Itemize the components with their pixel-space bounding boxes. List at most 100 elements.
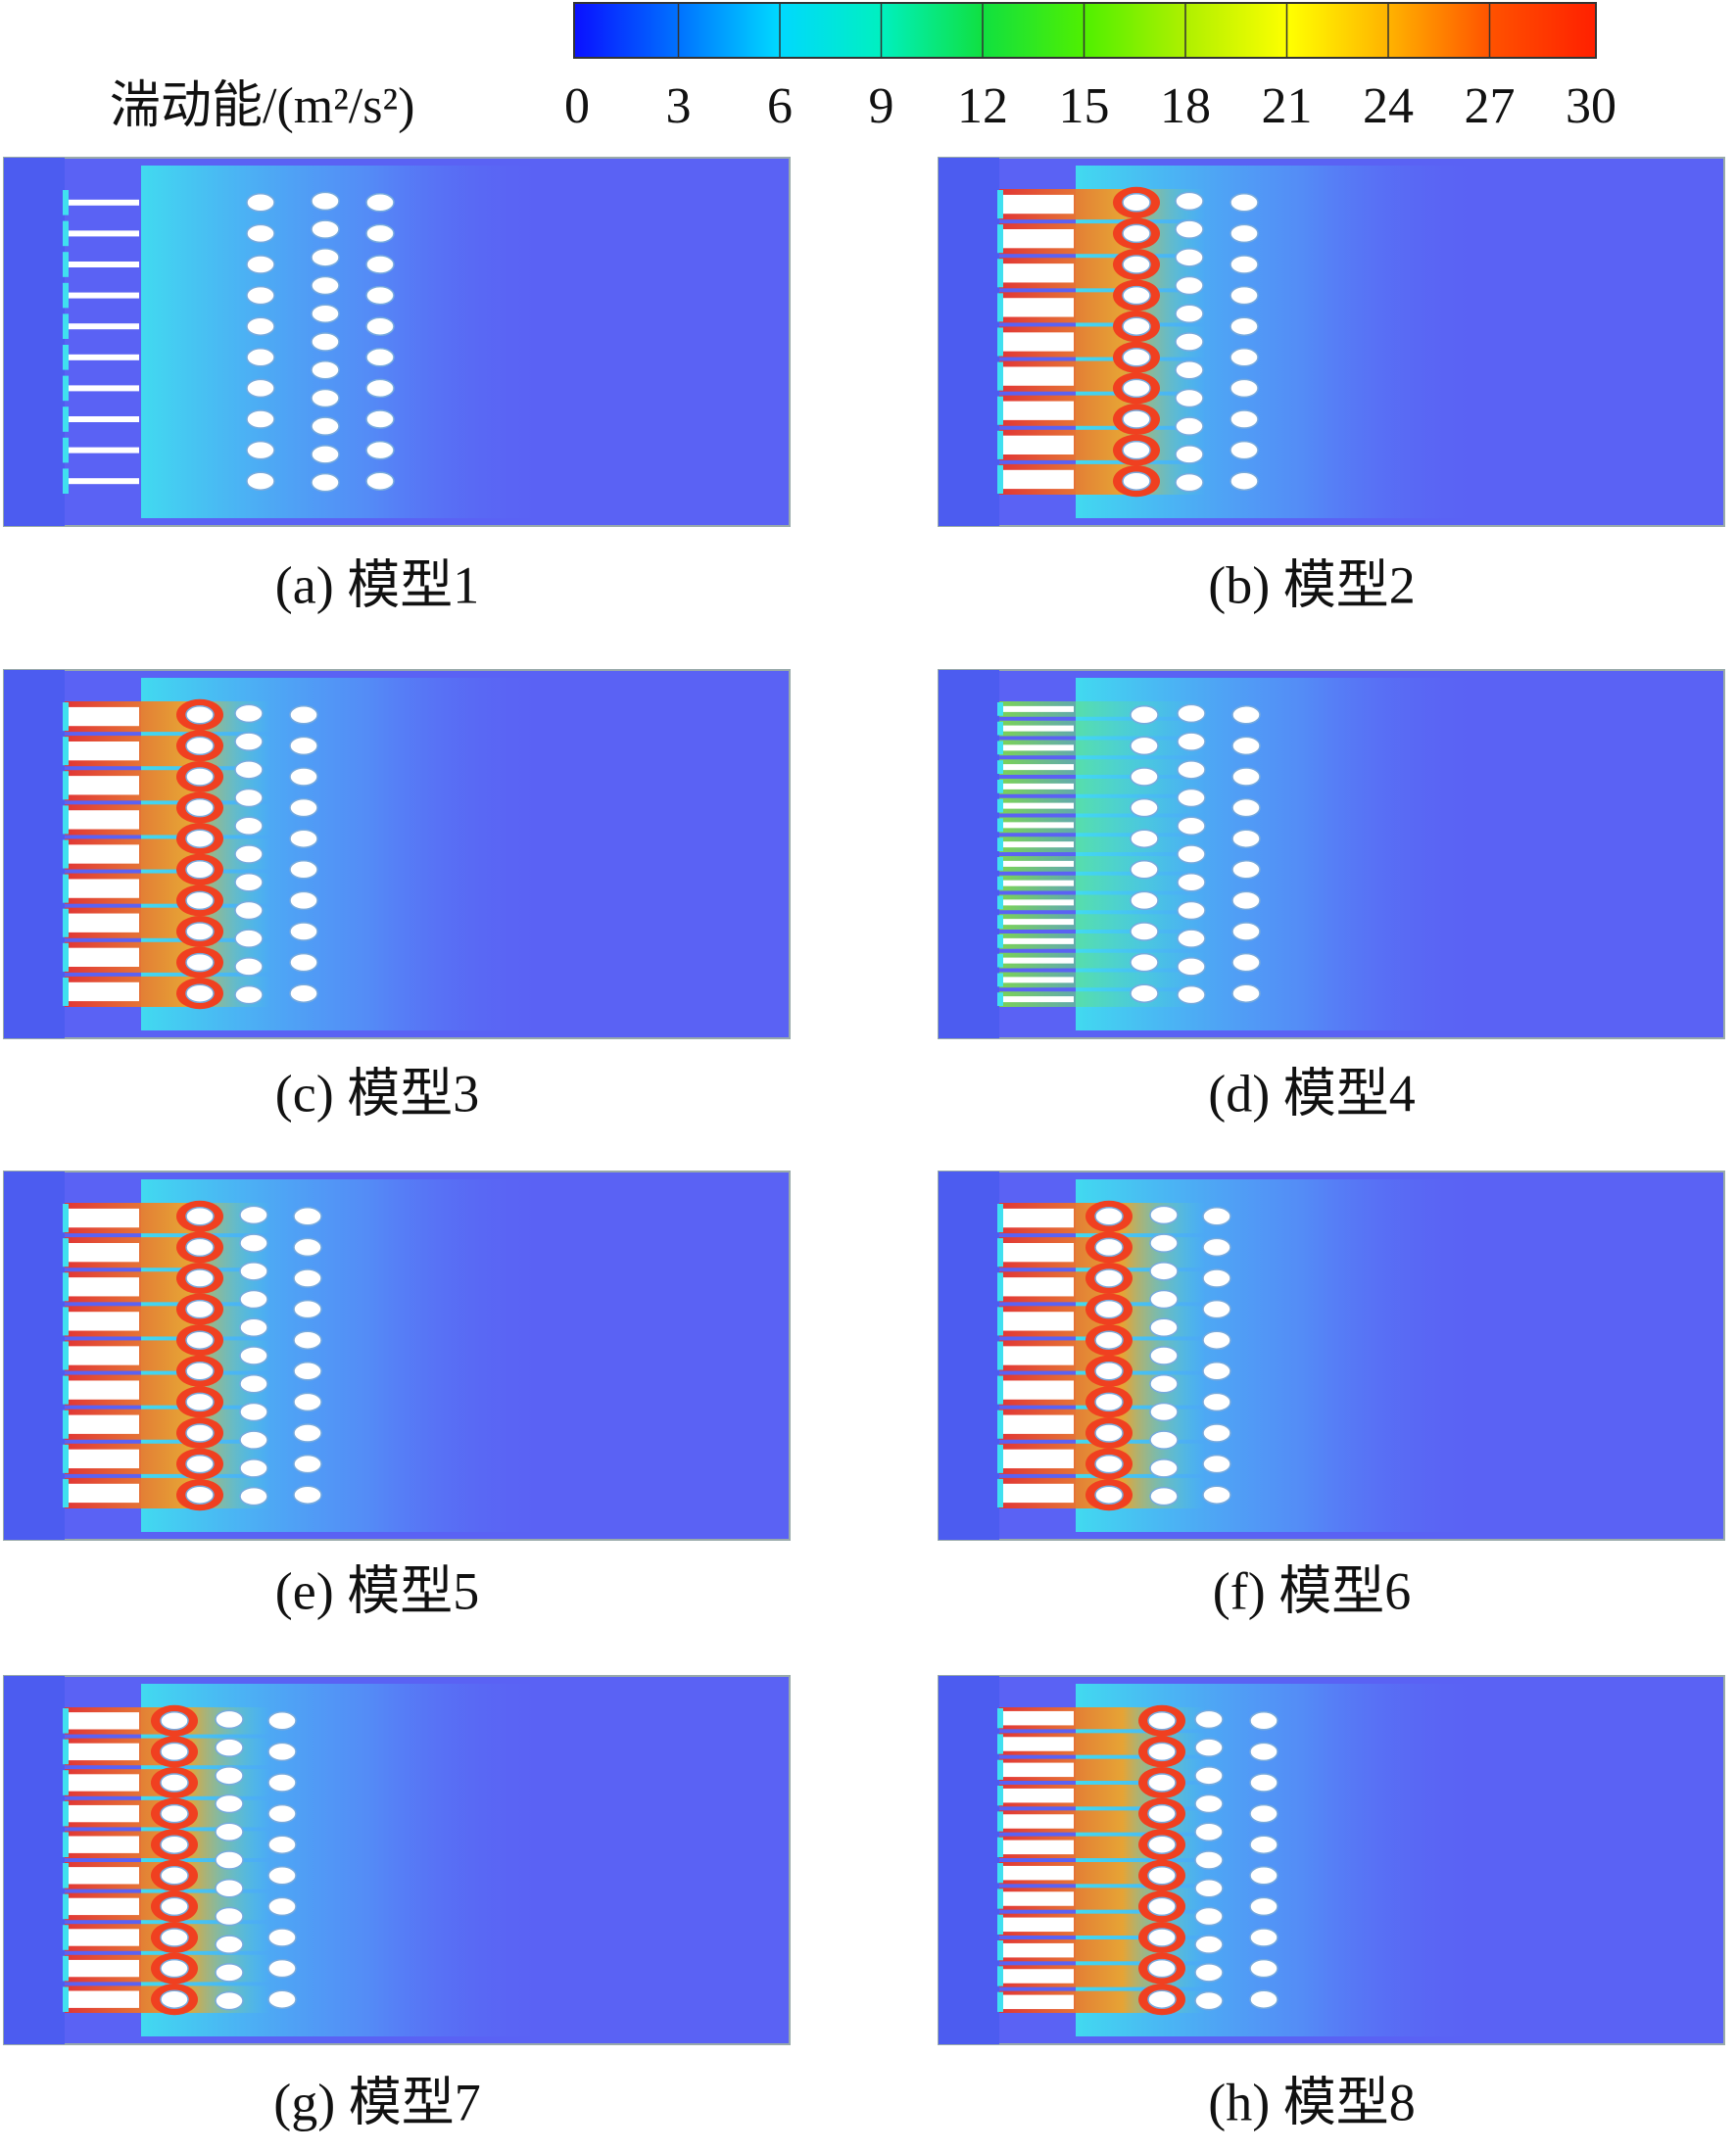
slot-edge: [997, 818, 1003, 833]
tube: [311, 304, 340, 324]
tube: [246, 285, 275, 306]
slot-edge: [63, 345, 69, 370]
slot-edge: [997, 1863, 1003, 1884]
tube: [1202, 1362, 1231, 1381]
tube: [1094, 1362, 1124, 1381]
slot: [1003, 1762, 1074, 1778]
slot: [1003, 744, 1074, 751]
tube: [289, 829, 318, 848]
panel-caption: (c) 模型3: [275, 1064, 479, 1123]
jet: [999, 972, 1205, 988]
slot: [1003, 1380, 1074, 1400]
tube: [1147, 1866, 1177, 1886]
slot-edge: [63, 313, 69, 339]
tube: [246, 409, 275, 429]
tube: [1130, 736, 1159, 756]
colorbar-tick-label: 12: [957, 78, 1008, 134]
slot: [1003, 783, 1074, 789]
tube: [239, 1459, 268, 1478]
slot-edge: [63, 1739, 69, 1765]
tube: [1177, 900, 1206, 921]
slot-edge: [63, 737, 69, 766]
slot-edge: [997, 1708, 1003, 1729]
tube: [1147, 1989, 1177, 2009]
tube: [293, 1237, 322, 1258]
tube: [185, 1454, 215, 1474]
panel-caption: (h) 模型8: [1208, 2073, 1415, 2131]
tube: [1231, 983, 1261, 1003]
tube: [185, 797, 215, 818]
slot: [1003, 469, 1074, 490]
tube: [239, 1233, 268, 1253]
slot: [1003, 1994, 1074, 2010]
slot: [1003, 802, 1074, 809]
tube: [234, 760, 264, 780]
tube: [289, 736, 318, 756]
cfd-panel: [938, 157, 1725, 527]
slot: [1003, 263, 1074, 283]
slot: [69, 1804, 139, 1823]
slot: [69, 879, 139, 898]
slot-edge: [63, 1925, 69, 1950]
tube: [234, 703, 264, 724]
tube: [246, 223, 275, 244]
tube: [289, 983, 318, 1003]
tube: [311, 332, 340, 352]
tube: [1122, 285, 1151, 306]
slot-edge: [997, 973, 1003, 987]
jet: [999, 817, 1205, 834]
slot: [1003, 705, 1074, 712]
tube: [1194, 1878, 1224, 1898]
slot: [69, 741, 139, 761]
slot: [1003, 1788, 1074, 1803]
slot: [69, 776, 139, 795]
slot-edge: [63, 375, 69, 402]
tube: [1177, 703, 1206, 724]
panel-caption: (a) 模型1: [275, 555, 479, 614]
slot-edge: [63, 942, 69, 972]
colorbar: [573, 2, 1597, 59]
slot-edge: [63, 1341, 69, 1370]
tube: [239, 1486, 268, 1506]
tube: [365, 255, 395, 274]
tube: [239, 1402, 268, 1422]
tube: [267, 1773, 297, 1793]
panel-caption: (e) 模型5: [275, 1561, 479, 1620]
slot: [1003, 229, 1074, 249]
tube: [365, 316, 395, 336]
slot-edge: [997, 895, 1003, 910]
tube: [1230, 409, 1259, 429]
tube: [1130, 983, 1159, 1003]
tube: [185, 952, 215, 973]
slot: [69, 1312, 139, 1331]
tube: [1149, 1262, 1179, 1281]
tube: [1149, 1205, 1179, 1225]
tube: [1130, 829, 1159, 848]
tube: [246, 471, 275, 491]
tube: [215, 1906, 244, 1927]
tube: [234, 788, 264, 808]
slot: [1003, 841, 1074, 848]
tube: [267, 1896, 297, 1917]
slot-edge: [997, 721, 1003, 736]
tube: [267, 1742, 297, 1762]
tube: [1175, 416, 1204, 436]
slot-edge: [997, 1786, 1003, 1806]
tube: [1230, 378, 1259, 399]
slot: [69, 354, 139, 360]
colorbar-tick-label: 18: [1160, 78, 1211, 134]
inlet: [4, 670, 65, 1038]
slot-edge: [997, 1375, 1003, 1405]
slot: [69, 1774, 139, 1792]
slot: [69, 1243, 139, 1263]
tube: [1231, 767, 1261, 787]
jet: [999, 875, 1205, 891]
tube: [215, 1793, 244, 1814]
slot: [1003, 764, 1074, 771]
slot-edge: [997, 1272, 1003, 1302]
tube: [185, 1207, 215, 1226]
slot: [1003, 1277, 1074, 1297]
tube: [1249, 1866, 1278, 1886]
tube: [1230, 316, 1259, 336]
